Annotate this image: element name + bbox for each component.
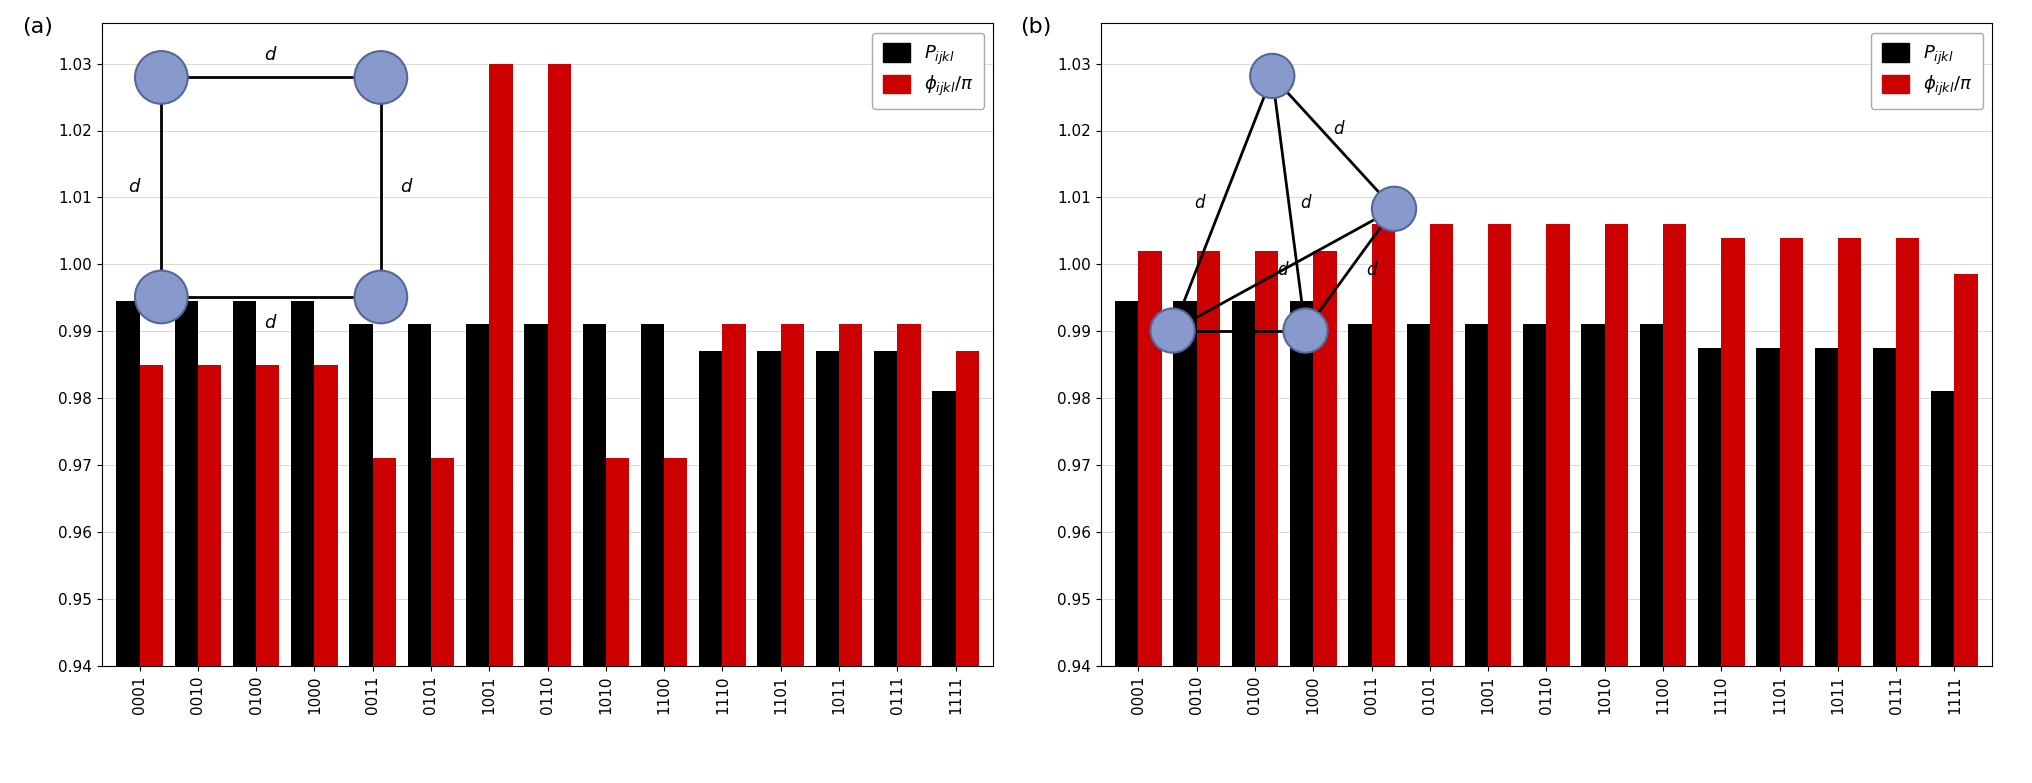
Text: (a): (a) xyxy=(22,17,53,37)
Bar xyxy=(1837,237,1859,783)
Bar xyxy=(350,324,372,783)
Bar xyxy=(1406,324,1428,783)
Bar xyxy=(547,63,571,783)
Bar xyxy=(1347,324,1372,783)
Bar xyxy=(1815,348,1837,783)
Bar xyxy=(1522,324,1546,783)
Bar xyxy=(1778,237,1802,783)
Bar xyxy=(140,365,163,783)
Bar xyxy=(699,352,721,783)
Bar xyxy=(116,301,140,783)
Bar xyxy=(1231,301,1254,783)
Bar xyxy=(1114,301,1138,783)
Bar xyxy=(1756,348,1778,783)
Bar xyxy=(1546,224,1569,783)
Bar xyxy=(291,301,315,783)
Bar xyxy=(1953,274,1977,783)
Bar xyxy=(372,458,396,783)
Bar xyxy=(955,352,979,783)
Bar xyxy=(1640,324,1662,783)
Legend: $P_{ijkl}$, $\phi_{ijkl}/\pi$: $P_{ijkl}$, $\phi_{ijkl}/\pi$ xyxy=(1869,33,1983,109)
Bar xyxy=(256,365,278,783)
Bar xyxy=(1172,301,1197,783)
Bar xyxy=(408,324,431,783)
Bar xyxy=(1465,324,1487,783)
Bar xyxy=(640,324,664,783)
Bar xyxy=(721,324,746,783)
Bar xyxy=(1662,224,1685,783)
Bar xyxy=(664,458,687,783)
Bar xyxy=(1871,348,1896,783)
Bar xyxy=(1254,251,1278,783)
Bar xyxy=(1896,237,1918,783)
Bar xyxy=(874,352,896,783)
Bar xyxy=(1697,348,1721,783)
Bar xyxy=(524,324,547,783)
Bar xyxy=(490,63,512,783)
Bar xyxy=(1313,251,1335,783)
Bar xyxy=(197,365,221,783)
Bar xyxy=(1603,224,1628,783)
Bar xyxy=(1930,392,1953,783)
Bar xyxy=(315,365,337,783)
Bar xyxy=(839,324,862,783)
Bar xyxy=(1197,251,1219,783)
Bar xyxy=(815,352,839,783)
Bar xyxy=(583,324,606,783)
Bar xyxy=(431,458,453,783)
Bar xyxy=(465,324,490,783)
Bar xyxy=(1428,224,1453,783)
Bar xyxy=(780,324,803,783)
Bar xyxy=(1581,324,1603,783)
Bar xyxy=(758,352,780,783)
Bar xyxy=(1372,224,1394,783)
Bar xyxy=(896,324,920,783)
Legend: $P_{ijkl}$, $\phi_{ijkl}/\pi$: $P_{ijkl}$, $\phi_{ijkl}/\pi$ xyxy=(872,33,983,109)
Text: (b): (b) xyxy=(1020,17,1051,37)
Bar xyxy=(606,458,628,783)
Bar xyxy=(1487,224,1510,783)
Bar xyxy=(1721,237,1743,783)
Bar xyxy=(175,301,197,783)
Bar xyxy=(1138,251,1160,783)
Bar xyxy=(1290,301,1313,783)
Bar xyxy=(234,301,256,783)
Bar xyxy=(933,392,955,783)
